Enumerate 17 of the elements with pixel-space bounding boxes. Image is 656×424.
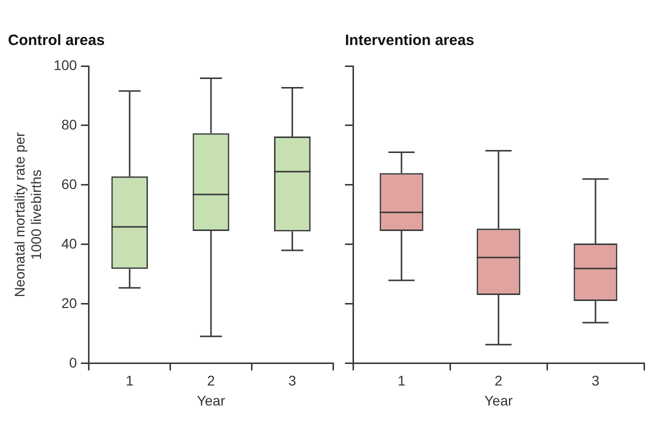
y-tick-label: 80 [61, 116, 78, 132]
chart-title: Intervention areas [345, 32, 474, 50]
y-tick-label: 0 [69, 354, 78, 370]
x-tick-label: 2 [207, 372, 216, 389]
x-tick-label: 3 [592, 372, 600, 389]
x-tick-label: 1 [126, 372, 134, 389]
x-tick-label: 1 [398, 372, 406, 389]
y-tick-label: 40 [61, 235, 78, 252]
x-axis-title: Year [196, 392, 226, 408]
y-tick-label: 100 [54, 56, 78, 73]
y-tick-label: 20 [61, 294, 78, 311]
x-axis-title: Year [484, 392, 513, 408]
y-tick-label: 60 [61, 176, 78, 192]
chart-title: Control areas [8, 32, 105, 50]
y-axis-title: Neonatal mortality rate per 1000 livebirths [11, 132, 44, 298]
x-tick-label: 2 [494, 372, 503, 389]
x-tick-label: 3 [288, 372, 296, 389]
